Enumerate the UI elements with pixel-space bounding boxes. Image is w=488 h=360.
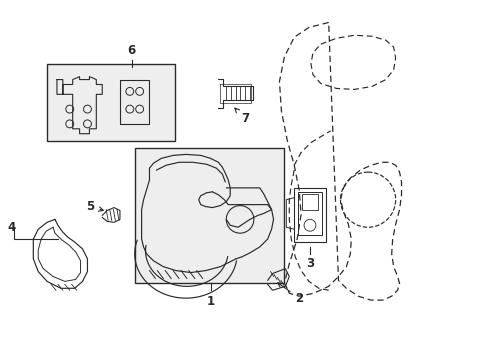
Bar: [298, 192, 321, 235]
Text: 2: 2: [277, 283, 303, 305]
Text: 4: 4: [7, 221, 16, 234]
Text: 3: 3: [305, 257, 313, 270]
Bar: [302, 194, 317, 210]
Bar: [47, 64, 175, 141]
Text: 5: 5: [86, 200, 103, 213]
Bar: [294, 188, 325, 242]
Text: 1: 1: [206, 295, 214, 308]
Text: 6: 6: [127, 44, 136, 57]
Text: 7: 7: [234, 108, 248, 125]
Bar: [135, 148, 284, 283]
